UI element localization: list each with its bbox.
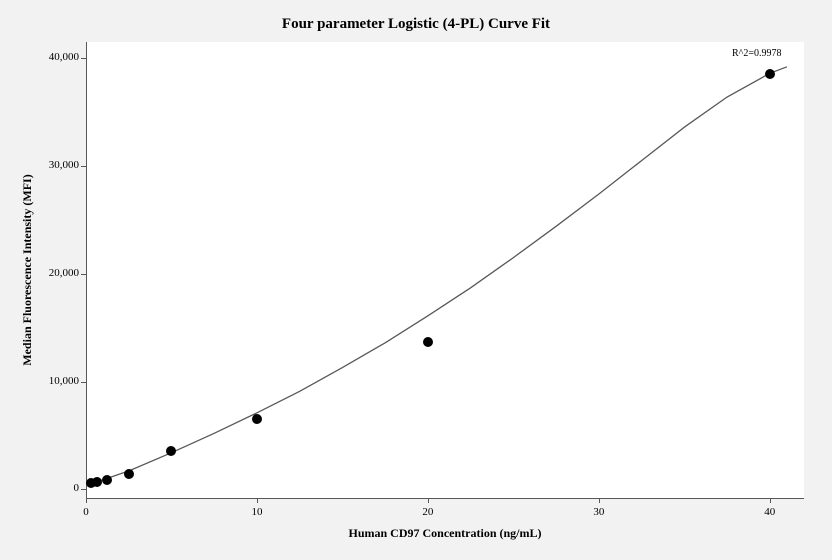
x-tick-label: 40 — [750, 506, 790, 518]
x-tick — [257, 498, 258, 503]
y-tick — [81, 489, 86, 490]
x-tick-label: 10 — [237, 506, 277, 518]
data-point — [124, 469, 134, 479]
chart-container: Four parameter Logistic (4-PL) Curve Fit… — [0, 0, 832, 560]
data-point — [102, 475, 112, 485]
data-point — [423, 337, 433, 347]
data-point — [92, 477, 102, 487]
y-tick — [81, 166, 86, 167]
y-tick — [81, 274, 86, 275]
x-tick-label: 0 — [66, 506, 106, 518]
y-tick-label: 20,000 — [31, 267, 79, 279]
x-axis-label: Human CD97 Concentration (ng/mL) — [29, 526, 832, 541]
data-point — [252, 414, 262, 424]
y-axis-line — [86, 42, 87, 498]
x-tick — [86, 498, 87, 503]
y-tick — [81, 58, 86, 59]
x-axis-line — [86, 498, 804, 499]
y-tick — [81, 382, 86, 383]
x-tick-label: 20 — [408, 506, 448, 518]
x-tick — [770, 498, 771, 503]
x-tick-label: 30 — [579, 506, 619, 518]
y-tick-label: 30,000 — [31, 159, 79, 171]
data-point — [166, 446, 176, 456]
plot-area — [86, 42, 804, 498]
y-tick-label: 10,000 — [31, 375, 79, 387]
r-squared-annotation: R^2=0.9978 — [732, 48, 782, 59]
x-tick — [428, 498, 429, 503]
x-tick — [599, 498, 600, 503]
data-point — [765, 69, 775, 79]
y-tick-label: 40,000 — [31, 51, 79, 63]
y-tick-label: 0 — [31, 482, 79, 494]
chart-title: Four parameter Logistic (4-PL) Curve Fit — [0, 16, 832, 33]
